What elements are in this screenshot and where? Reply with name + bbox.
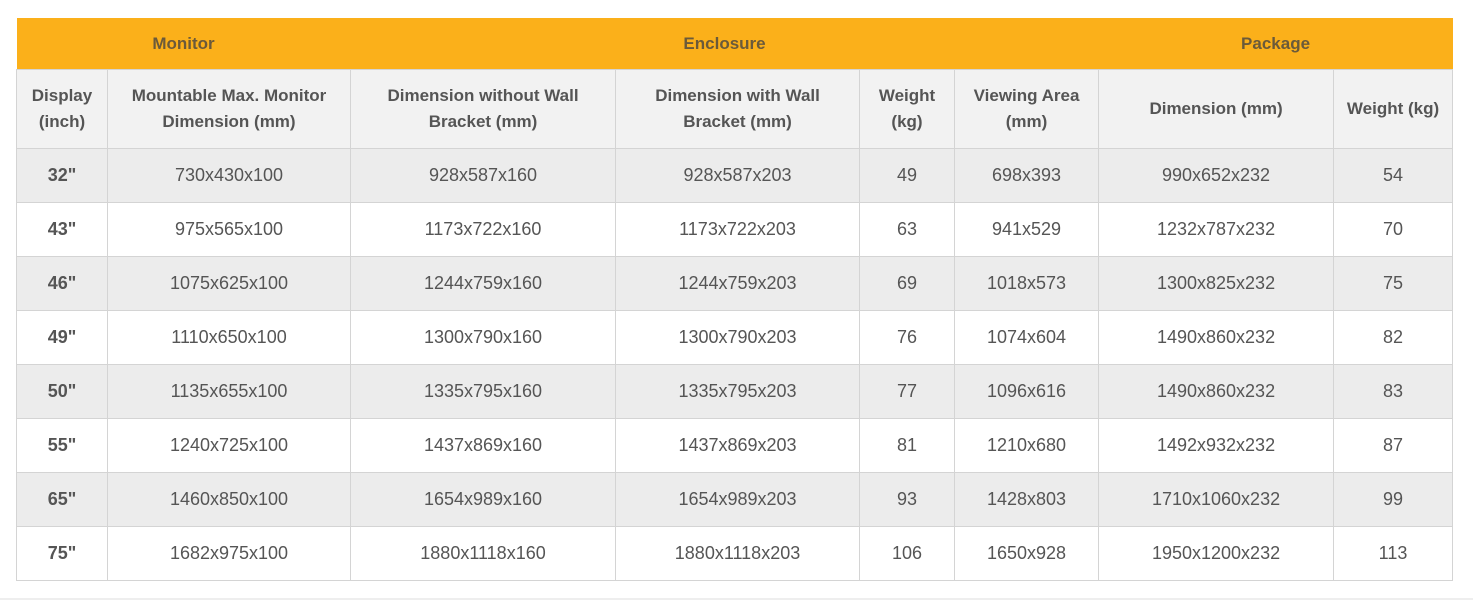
- column-header: Weight (kg): [859, 69, 956, 149]
- table-cell: 106: [859, 526, 956, 581]
- table-cell: 82: [1333, 310, 1454, 365]
- table-row: 32" 730x430x100 928x587x160 928x587x203 49 69…: [16, 148, 1454, 203]
- table-cell: 65": [16, 472, 108, 527]
- column-header: Weight (kg): [1333, 69, 1454, 149]
- table-cell: 1096x616: [954, 364, 1100, 419]
- table-cell: 75: [1333, 256, 1454, 311]
- column-header-row: Display (inch) Mountable Max. Monitor Dim…: [16, 69, 1454, 149]
- column-header: Viewing Area (mm): [954, 69, 1100, 149]
- table-cell: 49": [16, 310, 108, 365]
- table-cell: 698x393: [954, 148, 1100, 203]
- table-cell: 1335x795x160: [350, 364, 617, 419]
- table-cell: 1173x722x160: [350, 202, 617, 257]
- table-cell: 99: [1333, 472, 1454, 527]
- table-cell: 1335x795x203: [615, 364, 861, 419]
- table-cell: 43": [16, 202, 108, 257]
- table-cell: 730x430x100: [106, 148, 352, 203]
- table-cell: 1173x722x203: [615, 202, 861, 257]
- table-row: 50" 1135x655x100 1335x795x160 1335x795x203 7…: [16, 364, 1454, 419]
- table-cell: 1244x759x160: [350, 256, 617, 311]
- table-cell: 1490x860x232: [1098, 310, 1335, 365]
- table-cell: 1240x725x100: [106, 418, 352, 473]
- table-cell: 55": [16, 418, 108, 473]
- table-cell: 69: [859, 256, 956, 311]
- table-cell: 1650x928: [954, 526, 1100, 581]
- table-container: Monitor Enclosure Package Display (inch)…: [16, 18, 1454, 581]
- table-cell: 1244x759x203: [615, 256, 861, 311]
- table-cell: 1460x850x100: [106, 472, 352, 527]
- table-cell: 1492x932x232: [1098, 418, 1335, 473]
- table-cell: 1710x1060x232: [1098, 472, 1335, 527]
- table-cell: 1300x790x203: [615, 310, 861, 365]
- table-row: 65" 1460x850x100 1654x989x160 1654x989x203 9…: [16, 472, 1454, 527]
- table-cell: 54: [1333, 148, 1454, 203]
- table-cell: 49: [859, 148, 956, 203]
- table-cell: 1074x604: [954, 310, 1100, 365]
- table-cell: 941x529: [954, 202, 1100, 257]
- table-cell: 1437x869x203: [615, 418, 861, 473]
- table-cell: 46": [16, 256, 108, 311]
- table-cell: 928x587x160: [350, 148, 617, 203]
- group-header: Monitor: [16, 18, 351, 70]
- table-cell: 1110x650x100: [106, 310, 352, 365]
- table-cell: 1950x1200x232: [1098, 526, 1335, 581]
- table-cell: 1682x975x100: [106, 526, 352, 581]
- table-cell: 1654x989x160: [350, 472, 617, 527]
- table-cell: 1135x655x100: [106, 364, 352, 419]
- table-row: 75" 1682x975x100 1880x1118x160 1880x1118x20…: [16, 526, 1454, 581]
- table-cell: 81: [859, 418, 956, 473]
- table-cell: 70: [1333, 202, 1454, 257]
- table-cell: 93: [859, 472, 956, 527]
- table-cell: 83: [1333, 364, 1454, 419]
- table-cell: 75": [16, 526, 108, 581]
- spec-table: Monitor Enclosure Package Display (inch)…: [16, 18, 1454, 581]
- table-cell: 32": [16, 148, 108, 203]
- table-body: 32" 730x430x100 928x587x160 928x587x203 49 69…: [16, 148, 1454, 581]
- table-row: 46" 1075x625x100 1244x759x160 1244x759x203 6…: [16, 256, 1454, 311]
- group-header: Enclosure: [350, 18, 1099, 70]
- table-cell: 113: [1333, 526, 1454, 581]
- column-header: Dimension (mm): [1098, 69, 1335, 149]
- divider: [0, 598, 1473, 600]
- table-cell: 50": [16, 364, 108, 419]
- table-row: 43" 975x565x100 1173x722x160 1173x722x203 63…: [16, 202, 1454, 257]
- column-header: Display (inch): [16, 69, 108, 149]
- group-header: Package: [1098, 18, 1453, 70]
- table-cell: 1300x790x160: [350, 310, 617, 365]
- column-header: Dimension without Wall Bracket (mm): [350, 69, 617, 149]
- table-row: 55" 1240x725x100 1437x869x160 1437x869x203 8…: [16, 418, 1454, 473]
- table-cell: 1654x989x203: [615, 472, 861, 527]
- table-cell: 63: [859, 202, 956, 257]
- table-cell: 1437x869x160: [350, 418, 617, 473]
- table-cell: 1018x573: [954, 256, 1100, 311]
- table-cell: 928x587x203: [615, 148, 861, 203]
- column-header: Dimension with Wall Bracket (mm): [615, 69, 861, 149]
- table-cell: 1232x787x232: [1098, 202, 1335, 257]
- table-cell: 87: [1333, 418, 1454, 473]
- table-cell: 1075x625x100: [106, 256, 352, 311]
- table-cell: 76: [859, 310, 956, 365]
- table-cell: 1210x680: [954, 418, 1100, 473]
- table-cell: 975x565x100: [106, 202, 352, 257]
- table-cell: 1880x1118x203: [615, 526, 861, 581]
- table-cell: 1490x860x232: [1098, 364, 1335, 419]
- table-cell: 1428x803: [954, 472, 1100, 527]
- table-row: 49" 1110x650x100 1300x790x160 1300x790x203 7…: [16, 310, 1454, 365]
- table-cell: 77: [859, 364, 956, 419]
- table-cell: 1300x825x232: [1098, 256, 1335, 311]
- table-cell: 1880x1118x160: [350, 526, 617, 581]
- table-cell: 990x652x232: [1098, 148, 1335, 203]
- column-header: Mountable Max. Monitor Dimension (mm): [106, 69, 352, 149]
- group-header-row: Monitor Enclosure Package: [16, 18, 1453, 70]
